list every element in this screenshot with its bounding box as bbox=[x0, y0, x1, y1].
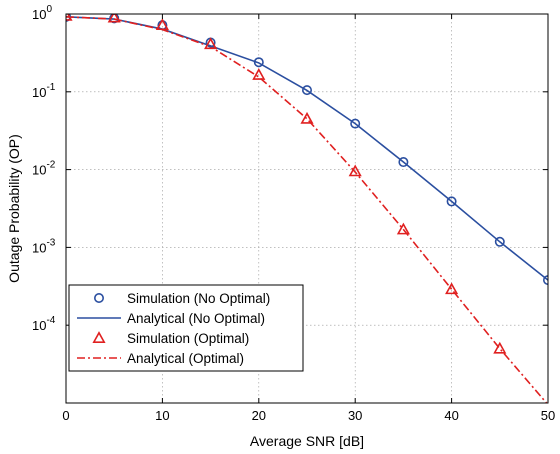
data-point-triangle bbox=[445, 282, 459, 295]
x-tick-label: 30 bbox=[348, 408, 362, 423]
data-point-circle bbox=[301, 85, 312, 96]
data-point-triangle bbox=[396, 222, 410, 235]
y-tick-label: 10-4 bbox=[32, 315, 56, 333]
legend-label: Analytical (Optimal) bbox=[127, 351, 244, 366]
data-point-circle bbox=[398, 157, 409, 168]
legend-marker bbox=[92, 331, 106, 343]
data-point-triangle bbox=[348, 164, 362, 177]
x-tick-label: 0 bbox=[62, 408, 69, 423]
legend-box bbox=[68, 284, 304, 372]
legend: Simulation (No Optimal) Analytical (No Op… bbox=[68, 284, 304, 372]
plot-series bbox=[66, 14, 548, 403]
data-point-triangle bbox=[300, 111, 314, 124]
legend-label: Simulation (Optimal) bbox=[127, 331, 249, 346]
data-point-triangle bbox=[493, 341, 507, 354]
x-tick-label: 10 bbox=[155, 408, 169, 423]
legend-label: Simulation (No Optimal) bbox=[127, 291, 270, 306]
data-point-triangle bbox=[66, 14, 73, 21]
data-point-circle bbox=[350, 118, 361, 129]
x-axis-title: Average SNR [dB] bbox=[250, 433, 364, 449]
x-tick-label: 20 bbox=[252, 408, 266, 423]
series-line bbox=[66, 16, 548, 403]
y-tick-label: 10-2 bbox=[32, 160, 56, 178]
x-tick-label: 40 bbox=[444, 408, 458, 423]
legend-label: Analytical (No Optimal) bbox=[127, 311, 265, 326]
x-tick-label: 50 bbox=[541, 408, 555, 423]
data-point-triangle bbox=[107, 14, 121, 23]
legend-marker bbox=[94, 292, 105, 303]
data-point-triangle bbox=[252, 68, 266, 80]
data-point-circle bbox=[446, 196, 457, 207]
data-point-circle bbox=[253, 57, 264, 68]
plot-frame bbox=[65, 13, 549, 404]
y-tick-label: 100 bbox=[32, 4, 52, 22]
y-tick-label: 10-3 bbox=[32, 237, 56, 255]
y-axis-title: Outage Probability (OP) bbox=[6, 134, 22, 283]
y-tick-label: 10-1 bbox=[32, 82, 56, 100]
data-point-triangle bbox=[155, 18, 169, 31]
data-point-triangle bbox=[204, 37, 218, 50]
axis-ticks: 0 10 20 30 40 50 100 10-1 10-2 10-3 10-4 bbox=[32, 4, 555, 423]
series-line bbox=[66, 16, 548, 281]
data-point-circle bbox=[494, 236, 505, 247]
